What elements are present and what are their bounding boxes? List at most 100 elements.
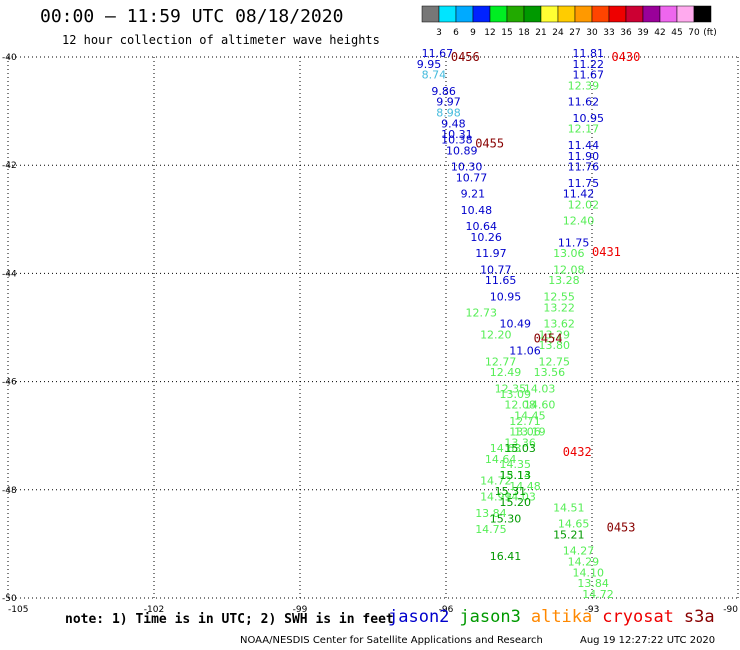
swh-data-label: 12.39 (568, 79, 600, 92)
legend-entry-s3a: s3a (683, 607, 715, 627)
swh-data-label: 15.13 (500, 469, 532, 482)
swh-data-label: 13.09 (500, 388, 532, 401)
swh-data-label: 13.62 (543, 318, 575, 331)
pass-time-label: 0454 (534, 331, 563, 345)
swh-data-label: 15.20 (500, 496, 532, 509)
swh-data-label: 8.98 (436, 107, 461, 120)
colorbar-tick-label: 30 (586, 28, 598, 37)
swh-data-label: 14.65 (558, 518, 590, 531)
pass-time-label: 0455 (475, 137, 504, 151)
colorbar-unit: (ft) (703, 28, 717, 37)
swh-data-label: 14.99 (480, 491, 512, 504)
swh-data-label: 14.64 (485, 453, 517, 466)
swh-data-label: 12.75 (538, 355, 570, 368)
swh-data-label: 13.14 (500, 469, 532, 482)
swh-data-label: 12.20 (480, 328, 512, 341)
colorbar-tick-label: 3 (436, 28, 442, 37)
colorbar-tick-label: 45 (671, 28, 682, 37)
legend-entry-jason2: jason2 (388, 607, 450, 627)
colorbar-tick-label: 21 (535, 28, 546, 37)
colorbar-tick-label: 24 (552, 28, 564, 37)
colorbar-tick-label: 36 (620, 28, 632, 37)
swh-data-label: 11.44 (568, 139, 600, 152)
swh-data-label: 13.29 (538, 328, 570, 341)
swh-data-label: 15.30 (490, 512, 522, 525)
swh-data-label: 11.75 (568, 177, 600, 190)
colorbar-tick-label: 70 (688, 28, 700, 37)
pass-time-label: 0456 (451, 50, 480, 64)
colorbar-swatch (693, 5, 712, 23)
colorbar-tick-label: 18 (518, 28, 530, 37)
swh-data-label: 12.40 (563, 215, 595, 228)
swh-data-label: 11.22 (573, 58, 605, 71)
chart-title: 00:00 – 11:59 UTC 08/18/2020 (40, 6, 344, 27)
swh-data-label: 12.71 (509, 415, 541, 428)
x-tick-label: -93 (585, 605, 600, 615)
swh-data-label: 9.97 (436, 96, 461, 109)
swh-data-label: 11.75 (558, 236, 590, 249)
x-tick-label: -102 (144, 605, 164, 615)
swh-data-label: 14.45 (514, 409, 546, 422)
swh-data-label: 13.84 (577, 577, 609, 590)
swh-data-label: 9.86 (431, 85, 456, 98)
swh-data-label: 13.36 (504, 437, 536, 450)
swh-data-label: 11.81 (573, 47, 605, 60)
swh-data-label: 13.28 (548, 274, 580, 287)
y-tick-label: -42 (2, 161, 17, 171)
swh-data-label: 10.26 (470, 231, 502, 244)
swh-data-label: 14.72 (480, 474, 512, 487)
swh-data-label: 10.95 (490, 290, 522, 303)
swh-data-label: 14.48 (509, 480, 541, 493)
swh-data-label: 14.75 (475, 523, 507, 536)
swh-data-label: 14.10 (573, 566, 605, 579)
swh-data-label: 12.35 (495, 382, 526, 395)
swh-data-label: 15.21 (553, 528, 585, 541)
swh-data-label: 11.62 (568, 96, 600, 109)
footer-credit: NOAA/NESDIS Center for Satellite Applica… (240, 635, 543, 646)
swh-data-label: 12.49 (490, 366, 522, 379)
swh-data-label: 12.08 (553, 263, 585, 276)
legend-entry-altika: altika (530, 607, 593, 627)
swh-data-label: 15.03 (504, 442, 536, 455)
swh-data-label: 13.19 (514, 426, 546, 439)
swh-data-label: 8.74 (422, 69, 447, 82)
colorbar-tick-label: 27 (569, 28, 580, 37)
y-tick-label: -48 (2, 486, 17, 496)
footer-timestamp: Aug 19 12:27:22 UTC 2020 (580, 635, 716, 646)
swh-data-label: 9.95 (417, 58, 442, 71)
swh-data-label: 9.21 (461, 188, 486, 201)
swh-data-label: 12.77 (485, 355, 517, 368)
swh-data-label: 11.65 (485, 274, 517, 287)
swh-data-label: 14.63 (490, 442, 522, 455)
swh-data-label: 9.48 (441, 117, 466, 130)
swh-data-label: 11.90 (568, 150, 600, 163)
swh-colorbar: 3 6 9 12 15 18 21 24 27 30 33 36 39 42 45 70 (ft) (421, 5, 717, 37)
colorbar-tick-label: 9 (470, 28, 476, 37)
note-text: note: 1) Time is in UTC; 2) SWH is in fe… (65, 612, 394, 627)
swh-data-label: 12.08 (504, 399, 536, 412)
swh-data-label: 12.73 (465, 307, 497, 320)
swh-data-label: 14.03 (504, 491, 536, 504)
swh-data-label: 10.30 (451, 161, 483, 174)
swh-data-label: 11.06 (509, 345, 541, 358)
swh-data-label: 15.31 (495, 485, 526, 498)
swh-data-label: 10.31 (441, 128, 473, 141)
swh-data-label: 13.06 (553, 247, 585, 260)
swh-data-label: 11.97 (475, 247, 507, 260)
colorbar-tick-label: 33 (603, 28, 614, 37)
colorbar-tick-label: 39 (637, 28, 649, 37)
swh-data-label: 13.84 (475, 507, 507, 520)
y-tick-label: -46 (2, 378, 17, 388)
swh-data-label: 10.38 (441, 134, 473, 147)
swh-data-label: 16.41 (490, 550, 522, 563)
colorbar-tick-label: 12 (484, 28, 495, 37)
x-tick-label: -105 (8, 605, 28, 615)
swh-data-label: 12.17 (568, 123, 600, 136)
swh-data-label: 11.67 (573, 69, 605, 82)
swh-data-label: 13.06 (509, 426, 541, 439)
satellite-legend: jason2 jason3 altika cryosat s3a (388, 607, 725, 627)
swh-data-label: 10.77 (456, 171, 488, 184)
swh-data-label: 13.56 (534, 366, 566, 379)
pass-time-label: 0453 (607, 521, 636, 535)
